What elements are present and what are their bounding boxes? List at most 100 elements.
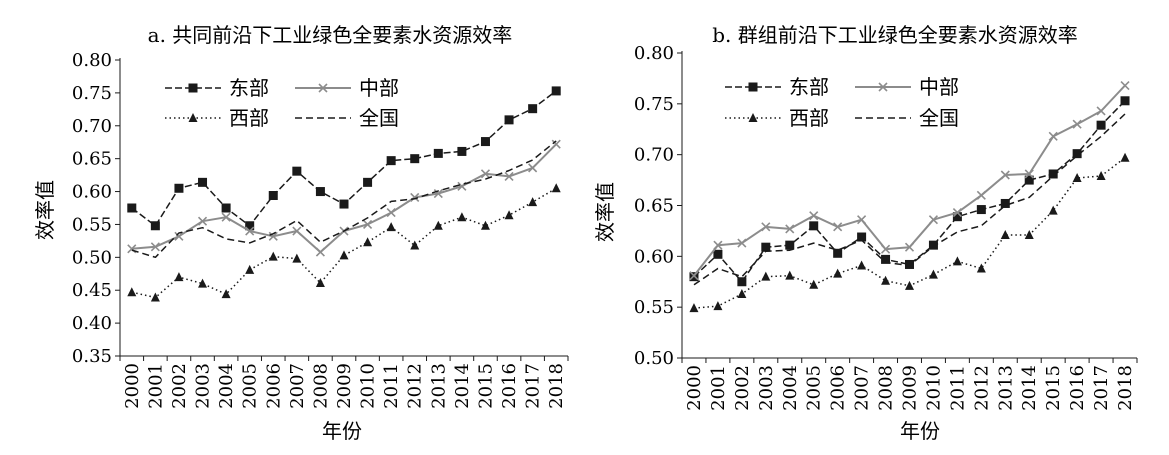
data-point xyxy=(1096,171,1106,181)
x-tick-label: 2002 xyxy=(732,365,753,411)
series-2 xyxy=(689,152,1130,313)
data-point xyxy=(386,222,396,232)
data-point xyxy=(504,115,514,125)
data-point xyxy=(292,226,302,236)
legend-item: 中部 xyxy=(295,76,399,100)
data-point xyxy=(433,188,443,199)
x-tick-label: 2005 xyxy=(804,365,825,411)
legend-item: 全国 xyxy=(855,106,959,130)
data-point xyxy=(245,264,255,274)
x-tick-label: 2010 xyxy=(923,365,944,411)
series-1 xyxy=(689,80,1130,281)
legend-item: 东部 xyxy=(165,76,269,100)
data-point xyxy=(292,253,302,263)
data-point xyxy=(198,278,208,288)
data-point xyxy=(480,220,490,230)
data-point xyxy=(339,250,349,260)
data-point xyxy=(857,232,867,242)
data-point xyxy=(952,256,962,266)
data-point xyxy=(833,222,843,232)
series-3 xyxy=(693,113,1126,286)
data-point xyxy=(761,271,771,281)
legend-item: 中部 xyxy=(855,75,959,99)
data-point xyxy=(410,240,420,250)
data-point xyxy=(245,226,255,236)
x-tick-label: 2004 xyxy=(780,365,801,411)
data-point xyxy=(551,183,561,193)
data-point xyxy=(198,177,208,187)
data-point xyxy=(713,249,723,259)
x-tick-label: 2008 xyxy=(310,363,331,409)
data-point xyxy=(881,254,891,264)
y-axis-label: 效率值 xyxy=(33,180,57,240)
data-point xyxy=(150,242,160,252)
data-point xyxy=(1048,205,1058,215)
y-tick-label: 0.50 xyxy=(72,247,112,268)
y-tick-label: 0.80 xyxy=(634,43,674,64)
y-tick-label: 0.35 xyxy=(72,346,112,367)
legend-item: 全国 xyxy=(295,106,399,130)
data-point xyxy=(904,242,915,252)
x-tick-label: 2001 xyxy=(708,365,729,411)
y-tick-label: 0.55 xyxy=(634,297,674,318)
data-point xyxy=(976,205,986,215)
data-point xyxy=(928,269,938,279)
data-point xyxy=(785,270,795,280)
data-point xyxy=(268,231,278,241)
data-point xyxy=(410,192,420,203)
data-point xyxy=(857,260,867,270)
x-tick-label: 2001 xyxy=(145,363,166,409)
data-point xyxy=(363,237,373,247)
series-line xyxy=(693,113,1126,286)
data-point xyxy=(174,272,184,282)
series-line xyxy=(693,100,1126,283)
data-point xyxy=(221,289,231,299)
y-tick-label: 0.75 xyxy=(634,94,674,115)
data-point xyxy=(363,177,373,187)
data-point xyxy=(833,248,843,258)
x-tick-label: 2013 xyxy=(995,365,1016,411)
data-point xyxy=(504,171,514,181)
data-point xyxy=(809,221,819,231)
x-tick-label: 2016 xyxy=(499,363,520,409)
data-point xyxy=(1000,170,1010,180)
x-tick-label: 2005 xyxy=(240,363,261,409)
data-point xyxy=(221,203,231,213)
data-point xyxy=(363,219,373,230)
chart-title: b. 群组前沿下工业绿色全要素水资源效率 xyxy=(712,23,1078,47)
data-point xyxy=(150,221,160,231)
x-tick-label: 2009 xyxy=(900,365,921,411)
data-point xyxy=(737,277,747,287)
data-point xyxy=(1072,149,1082,159)
x-tick-label: 2009 xyxy=(334,363,355,409)
data-point xyxy=(1024,175,1034,185)
data-point xyxy=(761,242,771,252)
legend-label: 中部 xyxy=(919,75,959,99)
legend-marker xyxy=(318,83,328,93)
series-0 xyxy=(127,86,561,231)
x-axis-label: 年份 xyxy=(900,419,940,443)
data-point xyxy=(689,303,699,313)
data-point xyxy=(737,288,747,298)
legend-marker xyxy=(748,82,758,92)
data-point xyxy=(197,216,208,226)
data-point xyxy=(457,212,467,222)
data-point xyxy=(952,212,962,222)
series-line xyxy=(131,143,557,254)
chart-a: a. 共同前沿下工业绿色全要素水资源效率 年份 效率值 0.35 0.40 0.45… xyxy=(33,23,569,443)
x-tick-label: 2012 xyxy=(971,365,992,411)
x-tick-label: 2016 xyxy=(1067,365,1088,411)
x-tick-label: 2006 xyxy=(828,365,849,411)
data-point xyxy=(1048,131,1058,141)
x-tick-label: 2008 xyxy=(876,365,897,411)
data-point xyxy=(928,215,939,225)
data-point xyxy=(386,156,396,166)
x-tick-label: 2007 xyxy=(287,363,308,409)
data-point xyxy=(880,244,891,254)
data-point xyxy=(174,231,184,241)
data-point xyxy=(1024,169,1034,179)
data-point xyxy=(221,212,231,222)
data-point xyxy=(339,199,349,209)
x-tick-label: 2014 xyxy=(1019,365,1040,411)
legend-item: 西部 xyxy=(725,106,829,130)
